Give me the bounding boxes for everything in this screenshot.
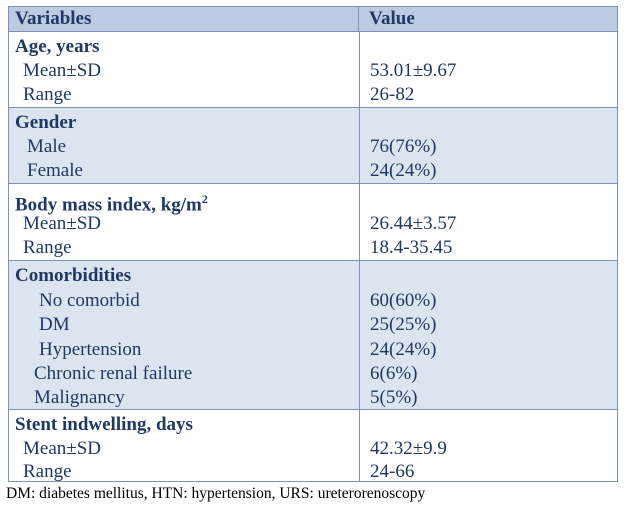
section-title: Comorbidities: [15, 265, 132, 286]
row-value: 76(76%): [370, 136, 437, 157]
row-label: Range: [23, 461, 72, 482]
row-value: 60(60%): [370, 290, 437, 311]
characteristics-table: Variables Value Age, years Mean±SD 53.01…: [8, 6, 618, 482]
section-title: Gender: [15, 112, 77, 133]
row-value: 24-66: [370, 461, 415, 482]
header-variables: Variables: [15, 8, 92, 29]
table-footnote: DM: diabetes mellitus, HTN: hypertension…: [6, 485, 426, 502]
row-value: 24(24%): [370, 339, 437, 360]
header-cell-value: Value: [359, 7, 617, 31]
row-value: 42.32±9.9: [370, 438, 447, 459]
row-value: 5(5%): [370, 387, 418, 408]
row-label: Chronic renal failure: [34, 363, 193, 384]
section-gender: Gender Male 76(76%) Female 24(24%): [9, 108, 617, 184]
row-value: 24(24%): [370, 160, 437, 181]
row-label: Malignancy: [34, 387, 125, 408]
row-label: Range: [23, 84, 72, 105]
row-value: 18.4-35.45: [370, 237, 453, 258]
row-label: Female: [27, 160, 83, 181]
row-value: 25(25%): [370, 314, 437, 335]
row-value: 26.44±3.57: [370, 213, 457, 234]
row-label: Mean±SD: [23, 60, 101, 81]
header-value: Value: [369, 8, 415, 29]
section-title: Age, years: [15, 36, 100, 57]
section-title-superscript: 2: [201, 192, 208, 206]
section-stent-indwelling: Stent indwelling, days Mean±SD 42.32±9.9…: [9, 410, 617, 482]
row-label: Mean±SD: [23, 213, 101, 234]
row-label: Male: [27, 136, 67, 157]
row-label: No comorbid: [39, 290, 140, 311]
section-comorbidities: Comorbidities No comorbid 60(60%) DM 25(…: [9, 261, 617, 410]
section-title: Body mass index, kg/m2: [15, 187, 208, 217]
row-label: Range: [23, 237, 72, 258]
section-title-text: Body mass index, kg/m: [15, 194, 202, 216]
row-label: DM: [39, 314, 70, 335]
row-value: 26-82: [370, 84, 415, 105]
row-value: 53.01±9.67: [370, 60, 457, 81]
section-title: Stent indwelling, days: [15, 414, 193, 435]
row-label: Mean±SD: [23, 438, 101, 459]
section-age: Age, years Mean±SD 53.01±9.67 Range 26-8…: [9, 32, 617, 108]
row-label: Hypertension: [39, 339, 142, 360]
section-bmi: Body mass index, kg/m2 Mean±SD 26.44±3.5…: [9, 184, 617, 261]
row-value: 6(6%): [370, 363, 418, 384]
header-cell-variables: Variables: [9, 7, 359, 31]
table-header-row: Variables Value: [9, 7, 617, 32]
